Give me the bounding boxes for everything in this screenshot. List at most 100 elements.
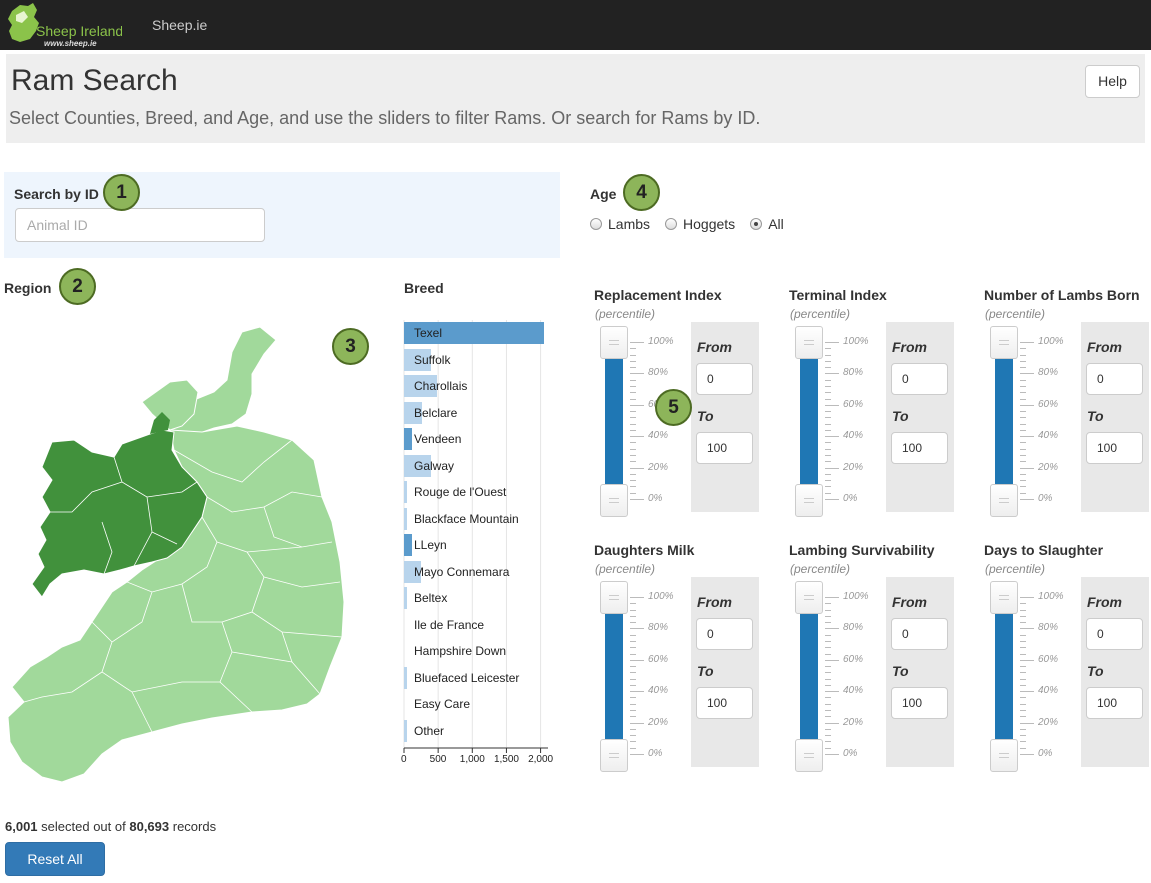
breed-label-item[interactable]: Blackface Mountain [414, 511, 519, 526]
step-badge-5: 5 [655, 389, 692, 426]
from-to-panel: From 0 To 100 [1081, 322, 1149, 512]
breed-bar[interactable] [404, 666, 407, 689]
to-input[interactable]: 100 [1086, 432, 1143, 464]
slider-range-fill[interactable] [995, 589, 1013, 755]
slider-handle-top[interactable] [990, 326, 1018, 359]
slider-handle-bottom[interactable] [795, 739, 823, 772]
ruler-label: 0% [843, 748, 858, 759]
ireland-map[interactable] [2, 322, 382, 787]
from-input[interactable]: 0 [891, 363, 948, 395]
breed-label-item[interactable]: Beltex [414, 591, 448, 605]
breed-label-item[interactable]: Mayo Connemara [414, 564, 510, 579]
slider-handle-bottom[interactable] [795, 484, 823, 517]
slider-handle-bottom[interactable] [600, 739, 628, 772]
total-count: 80,693 [129, 819, 170, 834]
slider-range-fill[interactable] [605, 589, 623, 755]
slider-title: Lambing Survivability [789, 542, 935, 558]
breed-label-item[interactable]: Ile de France [414, 617, 485, 632]
slider-handle-top[interactable] [795, 581, 823, 614]
breed-bar[interactable] [404, 401, 423, 424]
breed-bar[interactable] [404, 481, 407, 503]
to-input[interactable]: 100 [696, 432, 753, 464]
breed-label-item[interactable]: Vendeen [414, 432, 462, 446]
breed-label-item[interactable]: Charollais [414, 379, 468, 393]
radio-all[interactable] [750, 218, 763, 230]
slider-range-fill[interactable] [800, 334, 818, 500]
ruler-tick [1020, 609, 1026, 611]
breed-label-item[interactable]: Rouge de l'Ouest [414, 485, 507, 499]
ruler-label: 0% [843, 493, 858, 504]
county-region-dark[interactable] [150, 412, 170, 434]
from-input[interactable]: 0 [1086, 618, 1143, 650]
breed-bar[interactable] [404, 587, 408, 609]
slider-handle-top[interactable] [600, 326, 628, 359]
breed-bar[interactable] [404, 507, 407, 530]
to-input[interactable]: 100 [891, 432, 948, 464]
breed-bar[interactable] [404, 454, 431, 477]
breed-label-item[interactable]: LLeyn [414, 538, 447, 552]
breed-bar[interactable] [404, 348, 432, 371]
breed-label-item[interactable]: Hampshire Down [414, 644, 507, 658]
county-region-light[interactable] [169, 326, 277, 435]
search-panel: Search by ID Animal ID [4, 172, 560, 258]
age-option-hoggets[interactable]: Hoggets [665, 216, 735, 232]
from-to-panel: From 0 To 100 [886, 322, 954, 512]
slider-handle-bottom[interactable] [990, 739, 1018, 772]
from-input[interactable]: 0 [696, 618, 753, 650]
ruler-label: 40% [648, 685, 669, 697]
ruler-tick [630, 615, 636, 617]
slider-handle-top[interactable] [990, 581, 1018, 614]
breed-label-item[interactable]: Belclare [414, 405, 458, 420]
to-input[interactable]: 100 [891, 687, 948, 719]
slider-range-fill[interactable] [995, 334, 1013, 500]
slider-handle-bottom[interactable] [990, 484, 1018, 517]
age-option-all[interactable]: All [750, 216, 784, 232]
ruler-tick [1020, 672, 1026, 674]
from-input[interactable]: 0 [1086, 363, 1143, 395]
breed-bar[interactable] [404, 375, 438, 397]
nav-link-sheep-ie[interactable]: Sheep.ie [152, 17, 208, 33]
from-label: From [892, 594, 927, 610]
ruler-tick [1020, 691, 1034, 693]
from-input[interactable]: 0 [696, 363, 753, 395]
ruler-label: 0% [648, 493, 663, 504]
to-input[interactable]: 100 [1086, 687, 1143, 719]
from-input[interactable]: 0 [891, 618, 948, 650]
radio-hoggets[interactable] [665, 218, 678, 230]
ruler-tick [630, 691, 644, 693]
reset-all-button[interactable]: Reset All [5, 842, 105, 876]
breed-bar[interactable] [404, 560, 422, 583]
breed-bar[interactable] [404, 322, 544, 344]
ruler-tick [630, 703, 636, 705]
sheep-ireland-logo[interactable]: Sheep Ireland www.sheep.ie [6, 1, 123, 48]
breed-label-item[interactable]: Other [414, 723, 445, 738]
breed-bar[interactable] [404, 719, 407, 742]
breed-label-item[interactable]: Easy Care [414, 697, 471, 711]
age-option-lambs[interactable]: Lambs [590, 216, 650, 232]
ruler-label: 20% [648, 461, 669, 473]
slider-range-fill[interactable] [800, 589, 818, 755]
breed-label-item[interactable]: Suffolk [414, 352, 451, 367]
slider-handle-top[interactable] [600, 581, 628, 614]
animal-id-input[interactable]: Animal ID [15, 208, 265, 242]
ruler-label: 40% [843, 685, 864, 697]
breed-label-item[interactable]: Bluefaced Leicester [414, 670, 520, 685]
help-button[interactable]: Help [1085, 65, 1140, 98]
breed-bar[interactable] [404, 428, 412, 450]
ruler-tick [630, 628, 644, 630]
age-label: Age [590, 186, 617, 202]
ruler-tick [825, 741, 831, 743]
to-input[interactable]: 100 [696, 687, 753, 719]
slider-handle-top[interactable] [795, 326, 823, 359]
slider-title: Replacement Index [594, 287, 722, 303]
radio-lambs[interactable] [590, 218, 602, 230]
slider-range-fill[interactable] [605, 334, 623, 500]
breed-label-item[interactable]: Galway [414, 458, 455, 473]
breed-bar[interactable] [404, 534, 413, 556]
ruler-tick [630, 411, 636, 413]
breed-label-item[interactable]: Texel [414, 326, 443, 340]
ruler-tick [630, 404, 644, 406]
slider-handle-bottom[interactable] [600, 484, 628, 517]
ruler-tick [825, 385, 831, 387]
ruler-tick [630, 640, 636, 642]
